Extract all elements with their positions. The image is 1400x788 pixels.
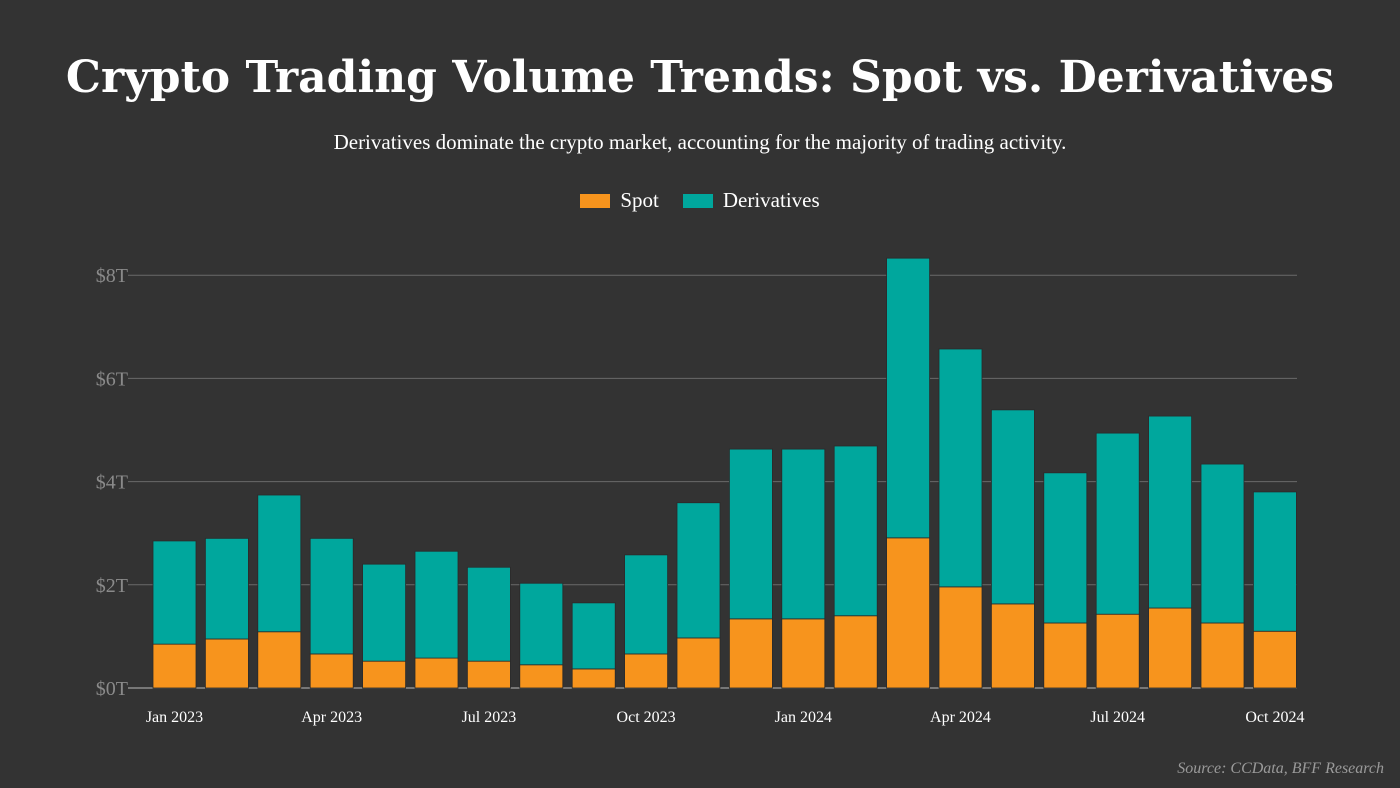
bar-spot xyxy=(624,653,668,689)
x-tick-label: Apr 2023 xyxy=(301,709,362,726)
bar-spot xyxy=(466,660,511,689)
bar-spot xyxy=(886,537,930,689)
bar-derivatives xyxy=(309,537,354,655)
bar-spot xyxy=(938,586,983,689)
bar-derivatives xyxy=(938,348,983,588)
y-tick-label: $2T xyxy=(96,575,128,597)
bar-spot xyxy=(1095,613,1140,689)
bar-spot xyxy=(991,603,1035,689)
legend-label-spot: Spot xyxy=(620,188,659,212)
bar-derivatives xyxy=(204,537,249,640)
x-tick-label: Oct 2023 xyxy=(617,709,676,726)
bar-derivatives xyxy=(833,445,878,617)
bar-derivatives xyxy=(991,409,1035,605)
legend-item-derivatives: Derivatives xyxy=(682,188,820,213)
bar-derivatives xyxy=(1095,432,1140,615)
bar-derivatives xyxy=(1200,463,1245,624)
bar-derivatives xyxy=(362,563,407,662)
bar-spot xyxy=(1200,622,1245,689)
y-tick-label: $0T xyxy=(96,678,128,700)
x-tick-label: Apr 2024 xyxy=(930,709,991,726)
legend-swatch-spot xyxy=(580,193,611,208)
bar-spot xyxy=(1253,630,1297,689)
bar-spot xyxy=(204,638,249,689)
bar-derivatives xyxy=(624,554,668,655)
bar-spot xyxy=(781,618,826,689)
bar-spot xyxy=(729,618,773,689)
legend-label-derivatives: Derivatives xyxy=(722,188,820,212)
bar-derivatives xyxy=(1043,472,1088,624)
bar-spot xyxy=(833,615,878,689)
bar-derivatives xyxy=(1253,491,1297,632)
x-tick-label: Jul 2023 xyxy=(462,709,517,726)
bar-derivatives xyxy=(1148,415,1192,609)
bar-spot xyxy=(519,664,564,689)
chart-title: Crypto Trading Volume Trends: Spot vs. D… xyxy=(65,52,1335,103)
bar-spot xyxy=(362,660,407,689)
bar-derivatives xyxy=(257,494,302,633)
bar-derivatives xyxy=(466,566,511,662)
y-tick-label: $6T xyxy=(96,368,128,390)
x-tick-label: Jul 2024 xyxy=(1090,709,1145,726)
bar-spot xyxy=(257,631,302,689)
bar-spot xyxy=(571,668,616,689)
y-tick-label: $4T xyxy=(96,472,128,494)
bar-derivatives xyxy=(729,448,773,620)
bar-derivatives xyxy=(676,502,721,639)
legend-swatch-derivatives xyxy=(682,193,713,208)
bar-derivatives xyxy=(519,582,564,666)
chart-subtitle: Derivatives dominate the crypto market, … xyxy=(333,130,1067,154)
bar-spot xyxy=(1043,622,1088,689)
bar-spot xyxy=(414,657,459,689)
bar-spot xyxy=(1148,607,1192,689)
legend: Spot Derivatives xyxy=(0,188,1400,213)
x-tick-label: Jan 2024 xyxy=(775,709,832,726)
bar-derivatives xyxy=(571,602,616,670)
bar-derivatives xyxy=(781,448,826,620)
bar-spot xyxy=(309,653,354,689)
bar-derivatives xyxy=(152,540,197,645)
bar-spot xyxy=(676,637,721,689)
x-tick-label: Oct 2024 xyxy=(1245,709,1304,726)
bar-derivatives xyxy=(886,257,930,539)
bar-derivatives xyxy=(414,550,459,659)
source-note: Source: CCData, BFF Research xyxy=(1177,760,1384,777)
bar-spot xyxy=(152,643,197,689)
legend-item-spot: Spot xyxy=(580,188,659,213)
x-tick-label: Jan 2023 xyxy=(146,709,203,726)
y-tick-label: $8T xyxy=(96,265,128,287)
